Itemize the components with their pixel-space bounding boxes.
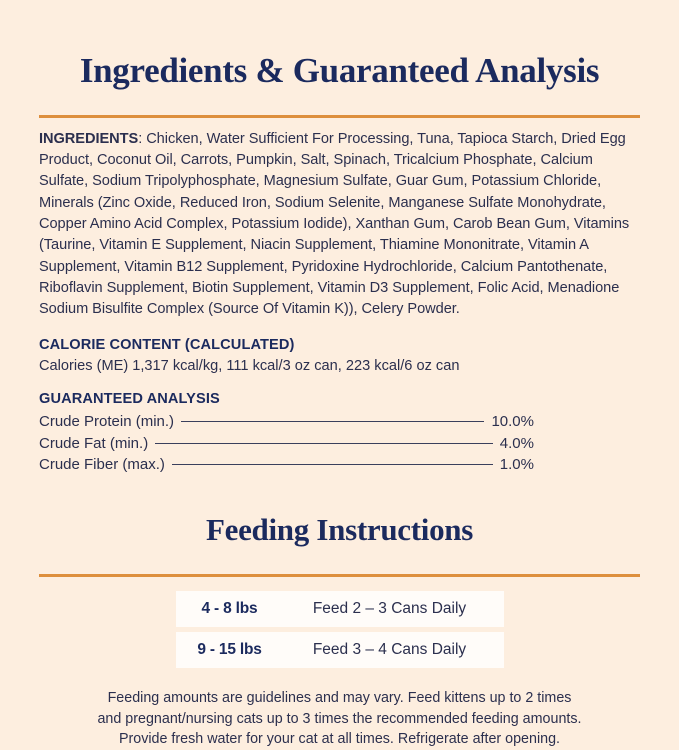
guaranteed-analysis-row: Crude Fat (min.) 4.0% [39,433,534,455]
ingredients-list-text: : Chicken, Water Sufficient For Processi… [39,130,630,318]
leader-line [181,421,485,426]
feeding-note-line-2: and pregnant/nursing cats up to 3 times … [97,710,582,727]
feeding-note: Feeding amounts are guidelines and may v… [57,688,623,750]
page-title-ingredients: Ingredients & Guaranteed Analysis [79,51,600,91]
feeding-weight-range: 4 - 8 lbs [201,600,258,618]
table-row: 9 - 15 lbs Feed 3 – 4 Cans Daily [175,632,504,669]
nutrient-value: 1.0% [499,456,534,474]
nutrition-label-page: Ingredients & Guaranteed Analysis INGRED… [0,23,679,747]
leader-line [171,464,493,469]
ingredients-lead-label: INGREDIENTS [39,130,139,147]
feeding-table: 4 - 8 lbs Feed 2 – 3 Cans Daily 9 - 15 l… [175,591,504,669]
ingredients-paragraph: INGREDIENTS: Chicken, Water Sufficient F… [39,129,640,321]
page-title-feeding: Feeding Instructions [206,512,473,548]
feeding-note-line-3: Provide fresh water for your cat at all … [118,731,561,748]
feeding-amount: Feed 3 – 4 Cans Daily [312,641,467,659]
feeding-weight-range: 9 - 15 lbs [197,641,262,659]
nutrient-name: Crude Protein (min.) [39,413,175,431]
guaranteed-analysis-table: Crude Protein (min.) 10.0% Crude Fat (mi… [39,411,534,476]
feeding-note-line-1: Feeding amounts are guidelines and may v… [107,690,572,707]
nutrient-name: Crude Fat (min.) [39,434,149,452]
nutrient-value: 4.0% [499,434,534,452]
feeding-amount: Feed 2 – 3 Cans Daily [312,600,467,618]
divider-ingredients [39,114,640,118]
guaranteed-analysis-row: Crude Protein (min.) 10.0% [39,411,534,433]
calorie-content-value: Calories (ME) 1,317 kcal/kg, 111 kcal/3 … [39,358,460,375]
guaranteed-analysis-label: GUARANTEED ANALYSIS [39,391,220,408]
calorie-content-label: CALORIE CONTENT (CALCULATED) [39,337,295,354]
divider-feeding [39,574,640,578]
table-row: 4 - 8 lbs Feed 2 – 3 Cans Daily [175,591,504,628]
guaranteed-analysis-row: Crude Fiber (max.) 1.0% [39,454,534,476]
nutrient-value: 10.0% [491,413,534,431]
nutrient-name: Crude Fiber (max.) [39,456,165,474]
leader-line [155,442,493,448]
